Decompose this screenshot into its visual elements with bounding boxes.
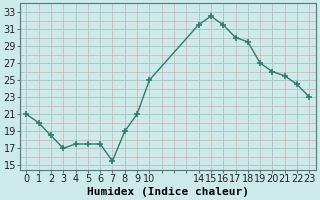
X-axis label: Humidex (Indice chaleur): Humidex (Indice chaleur) <box>87 186 249 197</box>
